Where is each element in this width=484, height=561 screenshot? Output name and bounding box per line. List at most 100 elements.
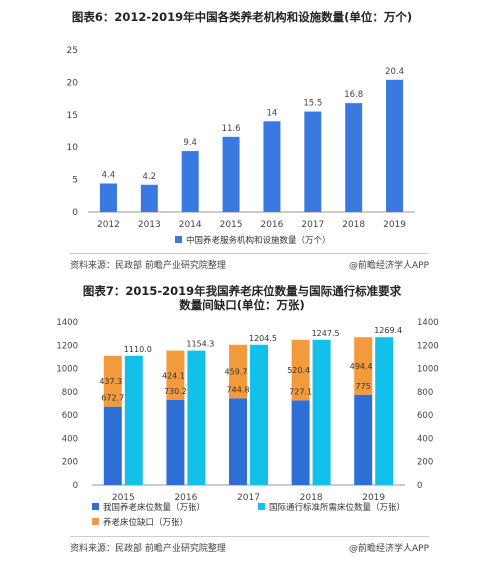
y-tick-label: 600	[62, 411, 78, 421]
y-tick-label: 25	[67, 46, 78, 56]
y-tick-label: 0	[73, 481, 78, 491]
bar-value-label: 727.1	[289, 387, 312, 396]
x-tick-label: 2013	[138, 220, 161, 230]
bar-value-label: 14	[267, 108, 278, 118]
bar-value-label: 11.6	[222, 124, 241, 134]
legend-swatch	[92, 503, 99, 510]
bar-value-label: 744.8	[227, 385, 250, 394]
y-tick-label: 400	[62, 434, 78, 444]
bar-value-label: 15.5	[303, 99, 322, 109]
chart-title: 图表7：2015-2019年我国养老床位数量与国际通行标准要求数量间缺口(单位：…	[82, 284, 402, 312]
legend-label: 养老床位缺口（万张）	[103, 517, 188, 528]
source-line: 资料来源：民政部 前瞻产业研究院整理 @前瞻经济学人APP	[70, 541, 429, 554]
bar-value-label: 459.7	[225, 368, 248, 377]
bar	[99, 183, 117, 212]
bar-beds	[291, 400, 310, 485]
bar	[386, 79, 404, 212]
bar-value-label: 4.4	[102, 170, 116, 180]
bar-beds	[103, 406, 122, 485]
chart-title: 图表6：2012-2019年中国各类养老机构和设施数量(单位：万个)	[71, 10, 413, 24]
bar-value-label: 520.4	[287, 366, 310, 375]
y-tick-label: 200	[62, 458, 78, 468]
y-tick-label: 0	[72, 208, 78, 218]
bar	[345, 103, 363, 212]
source-text: 资料来源：民政部 前瞻产业研究院整理	[70, 544, 226, 554]
bar-chart-beds: 0 0 200 200 400 400 600 600 800 800 1000 1000 1200 12…	[56, 318, 439, 528]
bar-value-label: 672.7	[101, 394, 124, 403]
x-tick-label: 2019	[383, 220, 406, 230]
bar-gap	[291, 339, 310, 401]
y2-tick-label: 800	[417, 388, 433, 398]
x-tick-label: 2019	[362, 493, 385, 503]
chart-panel-institutions: 图表6：2012-2019年中国各类养老机构和设施数量(单位：万个) 0 5 10 1…	[0, 0, 484, 278]
bar-value-label: 1154.3	[186, 340, 214, 349]
x-tick-label: 2015	[112, 493, 135, 503]
bar-value-label: 424.1	[162, 371, 185, 380]
legend-label: 国际通行标准所需床位数量（万张）	[269, 502, 405, 513]
y2-tick-label: 0	[417, 481, 422, 491]
legend-swatch	[175, 236, 182, 243]
x-tick-label: 2016	[260, 220, 283, 230]
bar-value-label: 16.8	[344, 90, 363, 100]
chart-panel-beds: 图表7：2015-2019年我国养老床位数量与国际通行标准要求数量间缺口(单位：…	[0, 278, 484, 561]
y-tick-label: 20	[67, 78, 79, 88]
x-tick-label: 2015	[220, 220, 243, 230]
x-tick-label: 2017	[301, 220, 324, 230]
bar	[181, 151, 199, 212]
y2-tick-label: 600	[417, 411, 433, 421]
bar-standard	[375, 337, 394, 485]
bar-beds	[354, 394, 373, 485]
y-tick-label: 5	[72, 176, 78, 186]
divider	[70, 536, 429, 537]
bar-gap	[354, 337, 373, 395]
x-tick-label: 2017	[237, 493, 260, 503]
y2-tick-label: 200	[417, 458, 433, 468]
bar-value-label: 494.4	[350, 362, 373, 371]
bar-value-label: 20.4	[385, 67, 404, 77]
y-tick-label: 1400	[56, 318, 78, 328]
x-tick-label: 2018	[300, 493, 323, 503]
bar	[222, 136, 240, 212]
bar-gap	[229, 344, 247, 399]
y-tick-label: 800	[62, 388, 78, 398]
x-tick-label: 2012	[97, 220, 120, 230]
legend-label: 中国养老服务机构和设施数量（万个）	[186, 235, 331, 246]
bar-gap	[166, 350, 185, 400]
bar-value-label: 9.4	[183, 138, 197, 148]
bar-value-label: 1247.5	[312, 329, 340, 338]
bar-value-label: 4.2	[143, 172, 157, 182]
bar	[263, 121, 281, 212]
bar-value-label: 437.3	[99, 377, 122, 386]
x-tick-label: 2016	[174, 493, 197, 503]
y-tick-label: 10	[67, 143, 79, 153]
bar-value-label: 1204.5	[249, 334, 277, 343]
bar-value-label: 1110.0	[124, 345, 152, 354]
legend-swatch	[92, 518, 99, 525]
bar	[304, 111, 322, 212]
bar-value-label: 730.2	[164, 387, 187, 396]
legend-label: 我国养老床位数量（万张）	[103, 502, 205, 513]
bar-chart-institutions: 0 5 10 15 20 25 4.4 2012 4.2 2013 9.4 2014 11.6 2015 1…	[67, 46, 415, 246]
bar-standard	[250, 344, 268, 485]
source-line: 资料来源：民政部 前瞻产业研究院整理 @前瞻经济学人APP	[70, 258, 429, 271]
divider	[70, 253, 429, 254]
bar-gap	[103, 355, 122, 407]
y2-tick-label: 400	[417, 434, 433, 444]
brand-text: @前瞻经济学人APP	[348, 544, 429, 554]
bar-value-label: 775	[356, 382, 371, 391]
y2-tick-label: 1400	[417, 318, 439, 328]
bar-value-label: 1269.4	[374, 326, 402, 335]
y2-tick-label: 1000	[417, 365, 439, 375]
x-tick-label: 2014	[179, 220, 202, 230]
bar-beds	[166, 399, 185, 485]
y2-tick-label: 1200	[417, 341, 439, 351]
x-tick-label: 2018	[342, 220, 365, 230]
y-tick-label: 1200	[56, 341, 78, 351]
bar-standard	[124, 355, 143, 485]
y-tick-label: 1000	[56, 365, 78, 375]
bar-standard	[312, 339, 331, 485]
bar	[140, 184, 158, 212]
bar-beds	[229, 398, 247, 485]
source-text: 资料来源：民政部 前瞻产业研究院整理	[70, 261, 226, 271]
legend-swatch	[258, 503, 265, 510]
